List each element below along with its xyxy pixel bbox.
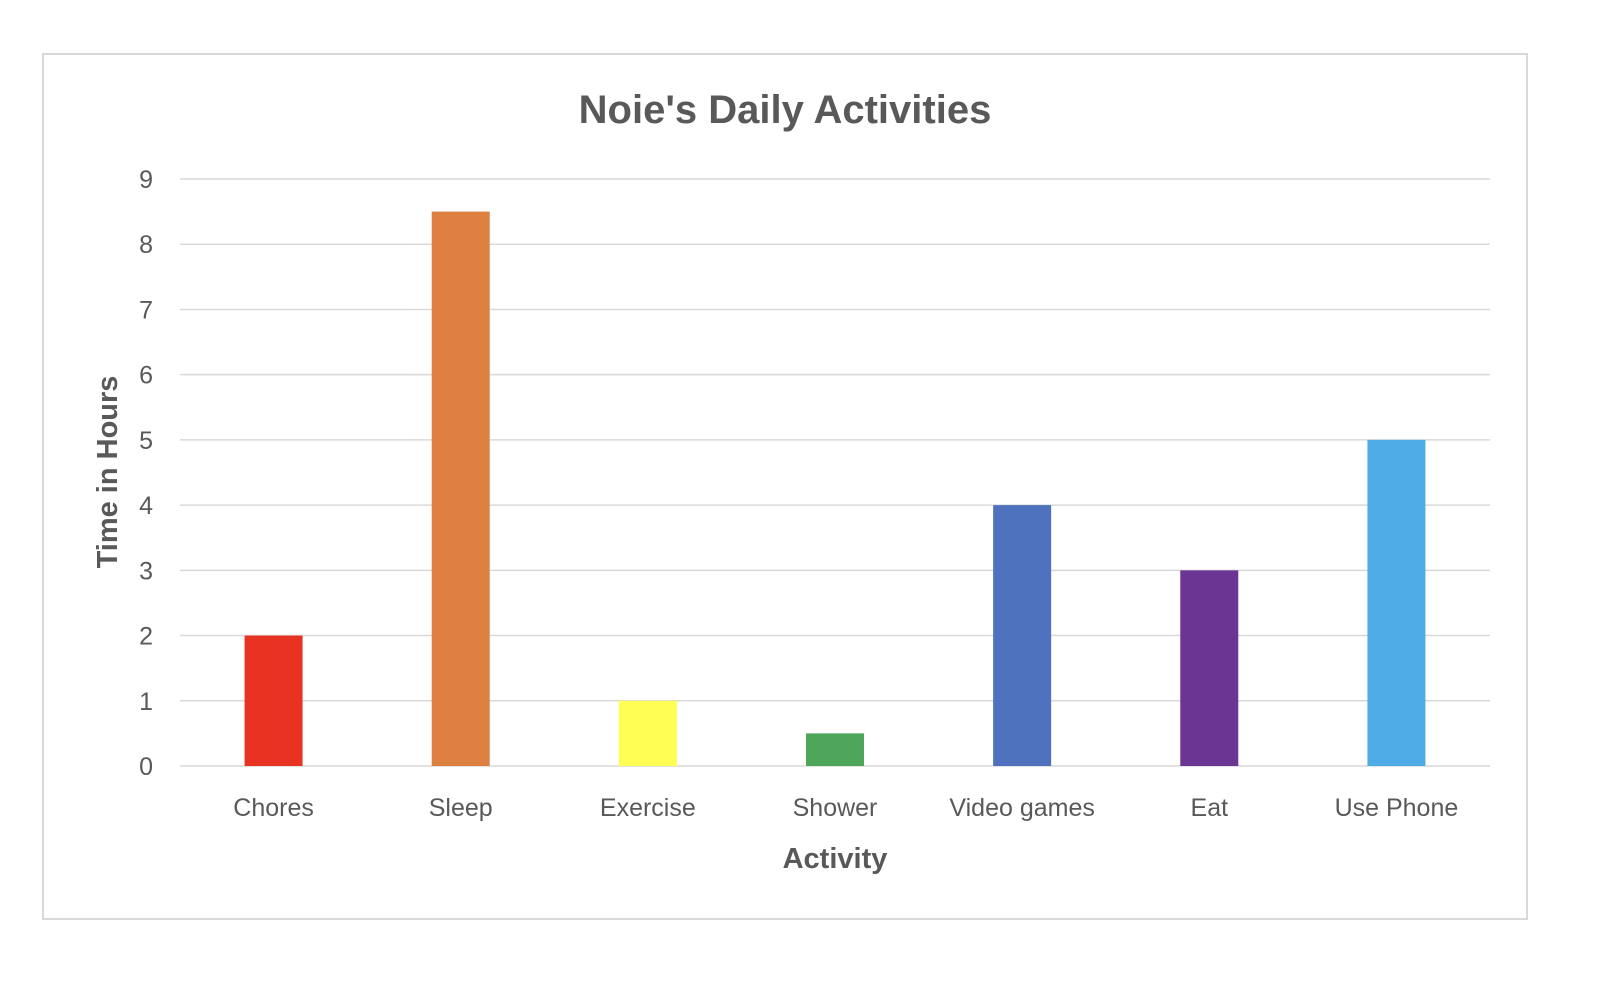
y-tick-label: 7 [139,296,153,324]
y-axis-title: Time in Hours [92,376,124,569]
bar-sleep [431,211,490,767]
bar-use-phone [1367,439,1426,766]
x-tick-label: Use Phone [1335,794,1459,822]
x-tick-label: Eat [1191,794,1229,822]
x-tick-label: Sleep [429,794,493,822]
y-tick-label: 9 [139,166,153,194]
y-axis-ticks: 0 1 2 3 4 5 6 7 8 9 [139,166,153,781]
y-tick-label: 5 [139,427,153,455]
x-axis-category-labels: Chores Sleep Exercise Shower Video games Eat U… [233,794,1458,822]
x-tick-label: Video games [949,794,1094,822]
gridlines [180,178,1490,767]
x-tick-label: Exercise [600,794,696,822]
y-tick-label: 6 [139,362,153,390]
y-tick-label: 4 [139,492,153,520]
bar-video-games [993,505,1052,766]
y-tick-label: 3 [139,557,153,585]
bar-chores [244,635,303,766]
bars [244,211,1426,767]
bar-eat [1180,570,1239,766]
x-tick-label: Chores [233,794,314,822]
x-axis-title: Activity [783,843,888,875]
y-tick-label: 1 [139,688,153,716]
y-tick-label: 8 [139,231,153,259]
bar-exercise [618,700,677,766]
x-tick-label: Shower [793,794,878,822]
chart-frame [42,53,1528,920]
y-tick-label: 2 [139,623,153,651]
chart-title: Noie's Daily Activities [579,88,992,132]
bar-shower [806,733,864,766]
y-tick-label: 0 [139,753,153,781]
